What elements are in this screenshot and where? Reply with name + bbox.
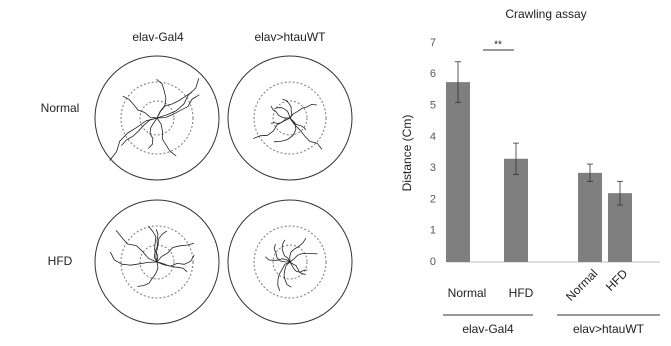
track xyxy=(156,78,200,119)
track xyxy=(115,229,158,263)
track xyxy=(156,92,192,119)
bar xyxy=(578,172,602,262)
error-bar xyxy=(617,180,623,206)
track xyxy=(148,117,158,149)
track xyxy=(273,117,297,143)
y-tick-label: 3 xyxy=(430,162,436,174)
track xyxy=(289,261,308,273)
zone xyxy=(139,100,175,136)
y-tick-label: 5 xyxy=(430,99,436,111)
track xyxy=(273,243,291,263)
bar xyxy=(446,82,470,262)
zone xyxy=(272,244,308,280)
track xyxy=(265,256,291,263)
zone xyxy=(253,225,327,299)
column-label: elav-Gal4 xyxy=(132,30,184,44)
track xyxy=(289,103,317,119)
x-tick-label: HFD xyxy=(509,286,534,300)
track xyxy=(155,230,168,263)
track xyxy=(121,117,158,146)
x-tick-label: HFD xyxy=(603,266,631,294)
y-tick-label: 0 xyxy=(430,256,436,268)
arena xyxy=(94,199,220,325)
x-tick-label: Normal xyxy=(448,286,487,300)
group-label: elav-Gal4 xyxy=(462,322,514,336)
track xyxy=(156,117,177,157)
zone xyxy=(120,225,194,299)
track xyxy=(148,225,159,263)
track xyxy=(281,239,291,263)
zone xyxy=(120,81,194,155)
zone xyxy=(139,244,175,280)
track xyxy=(156,242,195,263)
track xyxy=(270,105,291,119)
bar xyxy=(504,158,528,262)
y-tick-label: 2 xyxy=(430,193,436,205)
y-tick-label: 1 xyxy=(430,225,436,237)
error-bar xyxy=(455,61,461,103)
error-bar xyxy=(513,142,519,175)
row-label: Normal xyxy=(41,101,80,115)
track xyxy=(156,94,200,119)
track xyxy=(156,254,195,267)
track xyxy=(289,261,306,275)
error-bar xyxy=(587,163,593,182)
track xyxy=(156,261,188,273)
track xyxy=(137,261,159,287)
significance-label: ** xyxy=(494,40,502,51)
track xyxy=(274,107,291,119)
arena xyxy=(227,55,353,181)
track xyxy=(122,95,158,119)
track xyxy=(270,117,291,124)
column-label: elav>htauWT xyxy=(254,30,326,44)
track xyxy=(109,251,158,266)
y-tick-label: 4 xyxy=(430,131,436,143)
zone xyxy=(272,100,308,136)
track xyxy=(253,117,291,139)
y-tick-label: 6 xyxy=(430,68,436,80)
y-axis-label: Distance (Cm) xyxy=(400,115,414,192)
arena xyxy=(227,199,353,325)
track xyxy=(289,117,323,150)
arena xyxy=(94,55,220,181)
row-label: HFD xyxy=(48,254,73,268)
group-label: elav>htauWT xyxy=(573,322,645,336)
track xyxy=(153,229,159,263)
track xyxy=(277,261,291,291)
x-tick-label: Normal xyxy=(563,266,600,303)
track xyxy=(156,78,167,119)
track xyxy=(282,98,293,119)
track xyxy=(109,117,158,161)
chart-title: Crawling assay xyxy=(505,7,586,21)
track xyxy=(283,261,292,288)
track xyxy=(289,237,307,263)
y-tick-label: 7 xyxy=(430,37,436,49)
track xyxy=(289,253,318,263)
zone xyxy=(253,81,327,155)
